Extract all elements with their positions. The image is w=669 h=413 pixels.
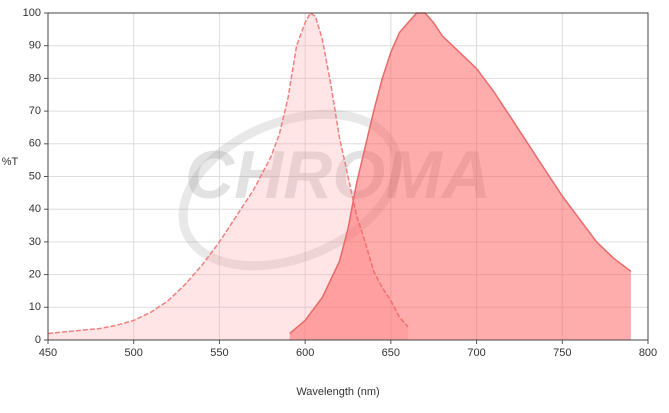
y-tick-label: 30: [29, 236, 41, 248]
y-tick-label: 60: [29, 138, 41, 150]
y-tick-label: 50: [29, 170, 41, 182]
x-tick-label: 750: [553, 347, 571, 359]
x-tick-label: 800: [639, 347, 657, 359]
x-tick-label: 450: [39, 347, 57, 359]
y-axis-label: %T: [2, 156, 19, 168]
x-tick-label: 700: [467, 347, 485, 359]
area-line: [47, 11, 409, 335]
y-tick-label: 100: [23, 7, 41, 19]
x-tick-label: 600: [296, 347, 314, 359]
x-tick-label: 550: [210, 347, 228, 359]
y-tick-label: 40: [29, 203, 41, 215]
y-tick-label: 70: [29, 105, 41, 117]
area: [48, 13, 408, 340]
x-axis-label: Wavelength (nm): [296, 386, 379, 398]
x-tick-label: 500: [125, 347, 143, 359]
y-tick-label: 80: [29, 72, 41, 84]
plot-border: [47, 12, 649, 341]
y-tick-label: 90: [29, 40, 41, 52]
area-line: [289, 12, 632, 335]
x-tick-label: 650: [382, 347, 400, 359]
y-tick-label: 0: [35, 334, 41, 346]
y-tick-label: 20: [29, 269, 41, 281]
area: [289, 13, 631, 340]
y-tick-label: 10: [29, 301, 41, 313]
